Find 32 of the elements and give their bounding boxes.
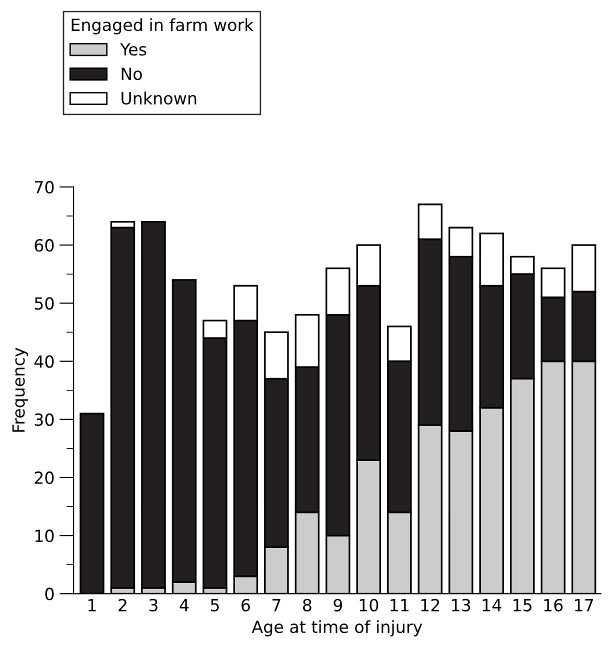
x-tick-label: 7 bbox=[272, 599, 280, 612]
y-tick-label: 40 bbox=[34, 355, 54, 368]
y-tick-label: 10 bbox=[35, 530, 54, 542]
legend-label: Yes bbox=[120, 43, 146, 56]
x-tick-label: 2 bbox=[118, 598, 126, 612]
legend-label: No bbox=[122, 68, 142, 80]
x-tick-label: 9 bbox=[334, 598, 342, 612]
y-tick-label: 50 bbox=[34, 297, 54, 310]
x-tick-label: 15 bbox=[514, 599, 532, 612]
x-tick-label: 12 bbox=[421, 598, 440, 612]
y-tick-label: 20 bbox=[34, 471, 54, 484]
y-axis-title: Frequency bbox=[12, 348, 28, 432]
y-tick-label: 60 bbox=[34, 239, 54, 252]
bar bbox=[141, 220, 166, 589]
y-tick-label: 0 bbox=[45, 588, 54, 600]
x-tick-label: 8 bbox=[303, 598, 312, 612]
legend-title: Engaged in farm work bbox=[72, 18, 254, 34]
x-axis-title: Age at time of injury bbox=[252, 620, 422, 636]
legend-label: Unknown bbox=[122, 92, 196, 105]
y-tick-label: 70 bbox=[34, 180, 54, 194]
x-tick-label: 3 bbox=[149, 598, 158, 612]
x-tick-label: 4 bbox=[180, 599, 189, 612]
x-tick-label: 11 bbox=[390, 599, 408, 612]
y-tick-label: 30 bbox=[34, 413, 54, 426]
x-tick-label: 13 bbox=[452, 598, 470, 612]
x-tick-label: 10 bbox=[360, 598, 378, 612]
x-tick-label: 17 bbox=[575, 599, 594, 612]
x-tick-label: 1 bbox=[88, 599, 96, 612]
x-tick-label: 6 bbox=[242, 598, 250, 612]
x-tick-label: 16 bbox=[544, 598, 563, 612]
x-tick-label: 5 bbox=[210, 599, 219, 612]
x-tick-label: 14 bbox=[482, 599, 502, 612]
